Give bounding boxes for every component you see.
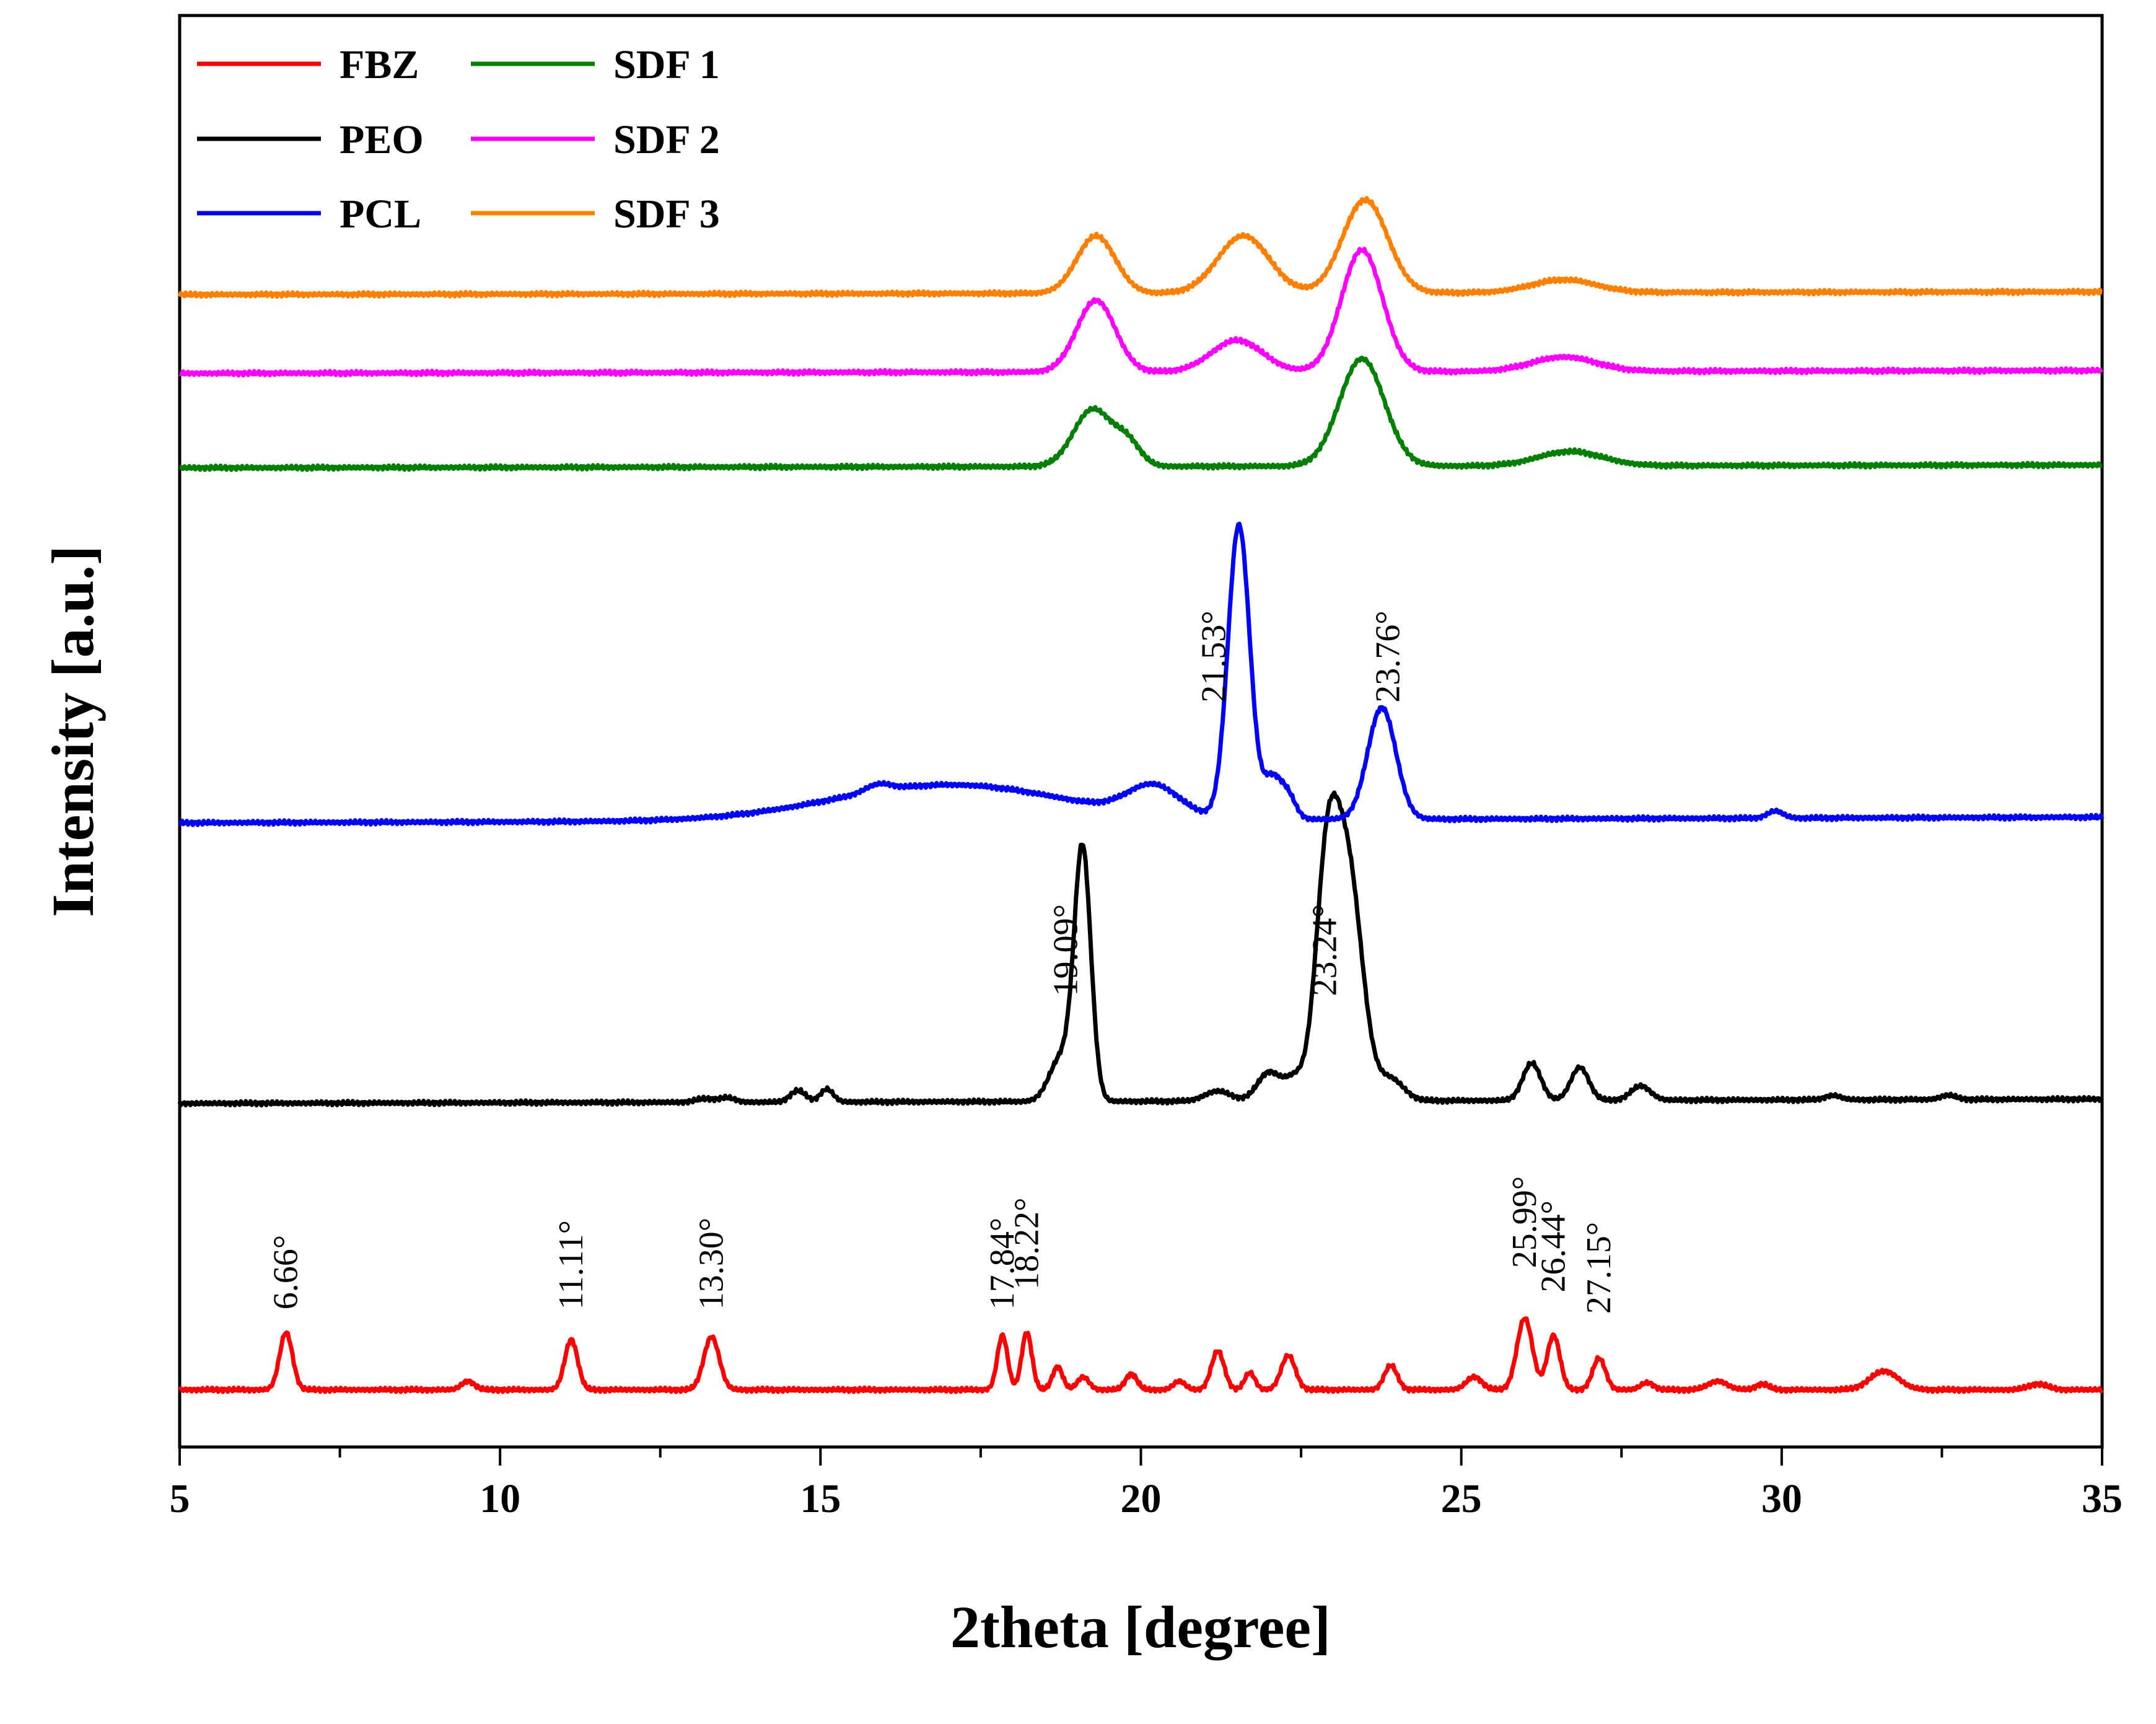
legend-label-sdf-1: SDF 1: [613, 42, 720, 87]
peak-label: 26.44°: [1535, 1200, 1573, 1292]
x-tick-label: 10: [480, 1476, 520, 1521]
legend-label-sdf-2: SDF 2: [613, 117, 720, 162]
series-sdf-3-line: [177, 196, 2103, 299]
series-sdf-2-line: [178, 247, 2103, 378]
peak-label: 11.11°: [552, 1220, 590, 1309]
plot-frame: [178, 14, 2104, 1449]
legend-label-pcl: PCL: [340, 191, 421, 237]
series-sdf-1-line: [178, 355, 2103, 472]
peak-label: 18.22°: [1007, 1197, 1046, 1289]
peak-label: 17.84°: [983, 1218, 1022, 1309]
y-axis-label: Intensity [a.u.]: [40, 545, 106, 917]
series-pcl-line: [178, 521, 2105, 827]
peak-label: 21.53°: [1194, 610, 1233, 702]
legend-label-fbz: FBZ: [340, 42, 419, 87]
series-peo-line: [177, 790, 2103, 1108]
legend-label-peo: PEO: [340, 117, 424, 162]
x-tick-label: 30: [1761, 1476, 1802, 1521]
peak-label: 25.99°: [1505, 1176, 1544, 1268]
peak-label: 13.30°: [692, 1218, 730, 1309]
series-layer: [177, 196, 2105, 1394]
peak-label: 23.76°: [1369, 610, 1408, 702]
x-tick-label: 15: [800, 1476, 841, 1521]
x-axis-ticks: 5 10 15 20 25 30 35: [170, 1447, 2123, 1521]
peak-label: 6.66°: [267, 1235, 305, 1309]
x-tick-label: 25: [1441, 1476, 1482, 1521]
series-fbz-line: [178, 1316, 2104, 1394]
x-tick-label: 5: [170, 1476, 190, 1521]
peak-label: 23.24°: [1305, 904, 1344, 996]
x-tick-label: 35: [2082, 1476, 2123, 1521]
peak-label: 19.09°: [1046, 904, 1085, 996]
x-tick-label: 20: [1121, 1476, 1162, 1521]
peak-annotations: 6.66° 11.11° 13.30° 17.84°18.22° 25.99°26.44…: [267, 610, 1618, 1314]
x-axis-label: 2theta [degree]: [950, 1594, 1331, 1660]
legend-label-sdf-3: SDF 3: [613, 191, 720, 237]
legend: FBZ PEO PCL SDF 1 SDF 2 SDF 3: [197, 42, 720, 237]
peak-label: 27.15°: [1580, 1222, 1618, 1314]
